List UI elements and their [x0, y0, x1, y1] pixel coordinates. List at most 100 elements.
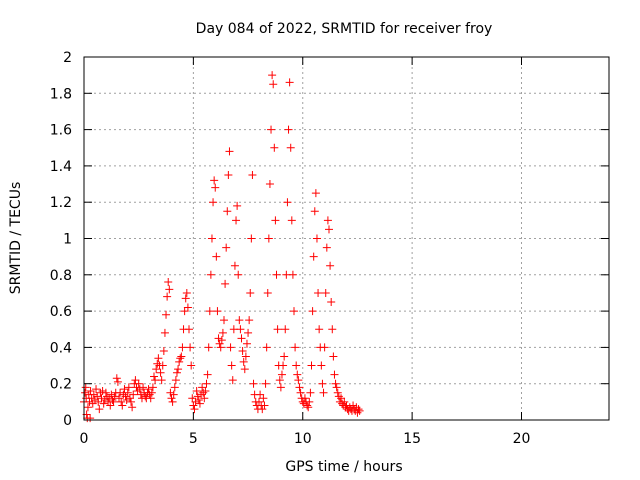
data-point — [327, 298, 336, 307]
data-point — [300, 394, 309, 403]
data-point — [160, 328, 169, 337]
data-point — [98, 386, 107, 395]
data-point — [167, 394, 176, 403]
x-tick-label: 10 — [294, 431, 312, 447]
data-point — [296, 388, 305, 397]
data-point — [169, 390, 178, 399]
data-point — [128, 403, 137, 412]
data-point — [154, 354, 163, 363]
data-point — [242, 339, 251, 348]
grid — [84, 57, 609, 420]
y-tick-label: 1.8 — [50, 86, 72, 102]
data-point — [194, 396, 203, 405]
data-point — [218, 328, 227, 337]
data-point — [317, 361, 326, 370]
data-point — [283, 198, 292, 207]
data-point — [290, 307, 298, 316]
data-point — [86, 414, 95, 423]
data-point — [95, 405, 104, 414]
data-point — [333, 388, 342, 397]
data-point — [306, 388, 315, 397]
data-point — [113, 377, 122, 386]
data-point — [182, 288, 191, 297]
data-point — [263, 288, 272, 297]
data-point — [241, 352, 250, 361]
data-point — [244, 328, 253, 337]
data-point — [124, 383, 133, 392]
data-point — [281, 325, 290, 334]
data-point — [239, 357, 248, 366]
data-point — [211, 183, 220, 192]
data-point — [174, 365, 183, 374]
data-point — [320, 343, 329, 352]
data-point — [116, 388, 125, 397]
x-tick-label: 15 — [403, 431, 421, 447]
data-point — [109, 397, 118, 406]
data-point — [230, 261, 239, 270]
data-point — [93, 392, 102, 401]
data-point — [315, 325, 324, 334]
data-point — [146, 394, 155, 403]
data-point — [153, 359, 162, 368]
data-point — [286, 143, 295, 152]
data-point — [256, 390, 265, 399]
data-point — [205, 307, 214, 316]
data-point — [99, 399, 108, 408]
data-point — [227, 361, 236, 370]
data-point — [122, 396, 131, 405]
data-point — [287, 216, 296, 225]
data-point — [262, 343, 271, 352]
data-point — [131, 376, 140, 385]
data-point — [309, 252, 318, 261]
data-points — [80, 71, 364, 423]
data-point — [106, 401, 115, 410]
data-point — [288, 270, 297, 279]
data-point — [245, 316, 254, 325]
data-point — [168, 397, 177, 406]
data-point — [270, 143, 279, 152]
data-point — [209, 198, 218, 207]
data-point — [222, 243, 231, 252]
data-point — [159, 347, 168, 356]
data-point — [279, 361, 288, 370]
data-point — [164, 278, 173, 287]
data-point — [83, 403, 92, 412]
data-point — [171, 376, 180, 385]
data-point — [273, 325, 282, 334]
data-point — [217, 336, 226, 345]
data-point — [276, 383, 285, 392]
data-point — [323, 216, 332, 225]
data-point — [337, 394, 346, 403]
data-point — [188, 394, 197, 403]
data-point — [355, 406, 364, 415]
data-point — [305, 397, 314, 406]
data-point — [272, 270, 281, 279]
data-point — [277, 370, 286, 379]
data-point — [318, 379, 327, 388]
data-point — [233, 201, 242, 210]
data-point — [190, 405, 199, 414]
data-point — [216, 343, 225, 352]
data-point — [123, 388, 132, 397]
data-point — [258, 405, 267, 414]
y-tick-label: 1 — [63, 232, 72, 248]
data-point — [310, 207, 319, 216]
data-point — [269, 80, 278, 89]
data-point — [201, 386, 210, 395]
data-point — [101, 388, 110, 397]
data-point — [199, 388, 208, 397]
data-point — [127, 397, 136, 406]
chart-title: Day 084 of 2022, SRMTID for receiver fro… — [196, 21, 493, 37]
data-point — [292, 361, 301, 370]
y-axis-label: SRMTID / TECUs — [8, 182, 24, 295]
data-point — [234, 270, 243, 279]
data-point — [157, 376, 166, 385]
data-point — [156, 368, 165, 377]
data-point — [354, 405, 363, 414]
data-point — [294, 376, 303, 385]
data-point — [81, 383, 90, 392]
x-tick-label: 0 — [80, 431, 89, 447]
data-point — [331, 379, 340, 388]
y-tick-label: 1.6 — [50, 123, 72, 139]
